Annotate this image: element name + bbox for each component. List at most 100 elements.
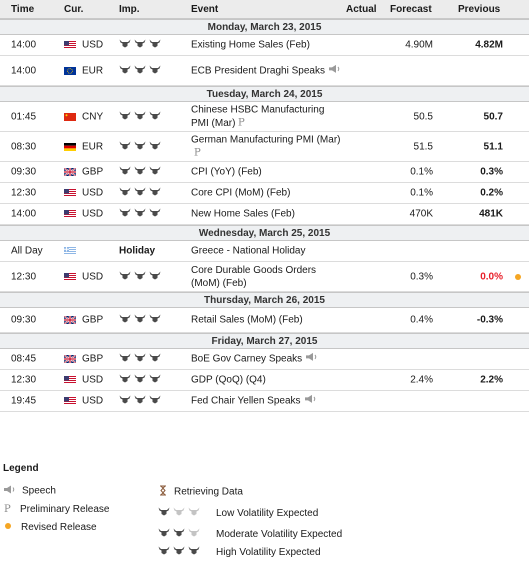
legend-low: Low Volatility Expected xyxy=(158,507,318,519)
high-volatility-icon xyxy=(158,546,200,558)
importance-bulls-icon xyxy=(119,39,161,51)
legend-speech: Speech xyxy=(3,485,56,497)
event-currency: GBP xyxy=(82,314,104,326)
col-event[interactable]: Event xyxy=(191,4,219,15)
event-title[interactable]: Retail Sales (MoM) (Feb) xyxy=(191,314,303,326)
flag-de-icon xyxy=(64,142,76,151)
speech-icon xyxy=(328,64,341,77)
col-importance[interactable]: Imp. xyxy=(119,4,140,15)
event-time: 14:00 xyxy=(11,39,37,51)
event-row[interactable]: 12:30 USD Core CPI (MoM) (Feb) 0.1% 0.2% xyxy=(0,183,529,204)
event-time: 08:45 xyxy=(11,353,37,365)
event-previous: 481K xyxy=(479,208,503,220)
event-title[interactable]: Fed Chair Yellen Speaks xyxy=(191,394,341,407)
preliminary-icon: P xyxy=(194,146,203,160)
event-currency: CNY xyxy=(82,111,104,122)
event-row[interactable]: 19:45 USD Fed Chair Yellen Speaks xyxy=(0,391,529,412)
event-row[interactable]: 08:45 GBP BoE Gov Carney Speaks xyxy=(0,349,529,370)
economic-calendar: Time Cur. Imp. Event Actual Forecast Pre… xyxy=(0,0,529,412)
speech-icon xyxy=(305,352,318,365)
col-forecast[interactable]: Forecast xyxy=(390,4,432,15)
event-currency: USD xyxy=(82,208,104,220)
legend-revised: Revised Release xyxy=(3,522,97,533)
event-row[interactable]: 01:45 CNY Chinese HSBC Manufacturing PMI (… xyxy=(0,102,529,132)
legend-retrieving: Retrieving Data xyxy=(158,485,243,499)
flag-us-icon xyxy=(64,189,76,197)
event-currency: GBP xyxy=(82,353,104,365)
event-title[interactable]: BoE Gov Carney Speaks xyxy=(191,352,341,365)
speech-icon xyxy=(304,394,317,407)
event-title[interactable]: ECB President Draghi Speaks xyxy=(191,64,341,77)
event-time: 14:00 xyxy=(11,208,37,220)
event-previous: 51.1 xyxy=(483,141,503,152)
event-row[interactable]: 14:00 USD Existing Home Sales (Feb) 4.90M 4.… xyxy=(0,35,529,56)
event-row[interactable]: 14:00 USD New Home Sales (Feb) 470K 481K xyxy=(0,204,529,225)
importance-bulls-icon xyxy=(119,141,161,153)
importance-bulls-icon xyxy=(119,374,161,386)
importance-bulls-icon xyxy=(119,208,161,220)
event-title[interactable]: Chinese HSBC Manufacturing PMI (Mar) P xyxy=(191,104,325,129)
low-volatility-icon xyxy=(158,507,200,519)
event-title[interactable]: CPI (YoY) (Feb) xyxy=(191,166,262,178)
event-forecast: 4.90M xyxy=(405,39,433,51)
event-previous: 2.2% xyxy=(480,374,503,386)
flag-gr-icon xyxy=(64,247,76,255)
event-forecast: 0.3% xyxy=(410,271,433,282)
event-row[interactable]: 12:30 USD GDP (QoQ) (Q4) 2.4% 2.2% xyxy=(0,370,529,391)
revised-dot-icon xyxy=(515,273,521,280)
importance-bulls-icon xyxy=(119,65,161,77)
col-currency[interactable]: Cur. xyxy=(64,4,84,15)
flag-gb-icon xyxy=(63,167,77,177)
col-previous[interactable]: Previous xyxy=(458,4,501,15)
event-previous: 0.2% xyxy=(480,187,503,199)
importance-bulls-icon xyxy=(119,271,161,283)
event-time: 12:30 xyxy=(11,374,37,386)
importance-bulls-icon xyxy=(119,314,161,326)
event-currency: USD xyxy=(82,271,104,282)
event-time: 09:30 xyxy=(11,166,37,178)
flag-us-icon xyxy=(64,376,76,384)
event-row[interactable]: 08:30 EUR German Manufacturing PMI (Mar) P 5… xyxy=(0,132,529,162)
day-header: Friday, March 27, 2015 xyxy=(0,333,529,349)
table-header: Time Cur. Imp. Event Actual Forecast Pre… xyxy=(0,0,529,19)
flag-us-icon xyxy=(64,272,76,281)
event-title[interactable]: Greece - National Holiday xyxy=(191,245,306,257)
importance-bulls-icon xyxy=(119,395,161,407)
col-time[interactable]: Time xyxy=(11,4,35,15)
speech-icon xyxy=(3,485,16,497)
event-previous: 0.0% xyxy=(480,271,503,282)
legend-high: High Volatility Expected xyxy=(158,546,321,558)
moderate-volatility-icon xyxy=(158,528,200,540)
hourglass-icon xyxy=(158,485,168,499)
event-row[interactable]: All Day Holiday Greece - National Holiday xyxy=(0,241,529,262)
event-row[interactable]: 09:30 GBP CPI (YoY) (Feb) 0.1% 0.3% xyxy=(0,162,529,183)
legend-moderate: Moderate Volatility Expected xyxy=(158,528,342,540)
event-forecast: 50.5 xyxy=(413,111,433,122)
importance-bulls-icon xyxy=(119,353,161,365)
svg-text:P: P xyxy=(4,504,11,513)
event-title[interactable]: Core Durable Goods Orders (MoM) (Feb) xyxy=(191,264,317,289)
col-actual[interactable]: Actual xyxy=(346,4,377,15)
day-header: Wednesday, March 25, 2015 xyxy=(0,225,529,241)
event-time: 09:30 xyxy=(11,314,37,326)
flag-cn-icon xyxy=(64,112,76,121)
event-title[interactable]: New Home Sales (Feb) xyxy=(191,208,295,220)
flag-us-icon xyxy=(64,397,76,405)
event-previous: 0.3% xyxy=(480,166,503,178)
event-currency: USD xyxy=(82,395,104,407)
event-row[interactable]: 14:00 EUR ECB President Draghi Speaks xyxy=(0,56,529,86)
event-title[interactable]: GDP (QoQ) (Q4) xyxy=(191,374,266,386)
importance-bulls-icon xyxy=(119,166,161,178)
flag-eu-icon xyxy=(64,66,76,75)
legend-title: Legend xyxy=(3,463,39,474)
event-title[interactable]: German Manufacturing PMI (Mar) P xyxy=(191,133,341,160)
event-title[interactable]: Core CPI (MoM) (Feb) xyxy=(191,187,291,199)
event-title[interactable]: Existing Home Sales (Feb) xyxy=(191,39,310,51)
event-row[interactable]: 12:30 USD Core Durable Goods Orders (MoM) … xyxy=(0,262,529,292)
day-header: Thursday, March 26, 2015 xyxy=(0,292,529,308)
event-forecast: 0.4% xyxy=(410,314,433,326)
flag-gb-icon xyxy=(63,354,77,364)
flag-us-icon xyxy=(64,41,76,49)
event-row[interactable]: 09:30 GBP Retail Sales (MoM) (Feb) 0.4% -0.3… xyxy=(0,308,529,333)
flag-gb-icon xyxy=(63,315,77,325)
